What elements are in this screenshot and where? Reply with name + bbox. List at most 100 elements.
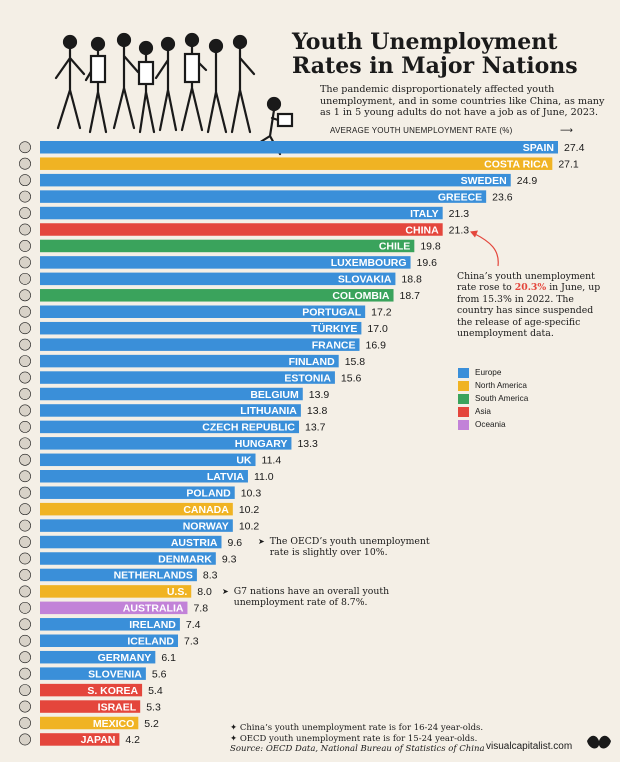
bar-poland [40,486,235,499]
bar-germany [40,650,156,664]
category-label-china: CHINA [405,224,439,236]
footnotes: ✦ China’s youth unemployment rate is for… [230,723,485,755]
bar-portugal [40,305,366,318]
value-label-japan: 4.2 [125,734,140,746]
category-label-colombia: COLOMBIA [332,290,390,302]
flag-icon-luxembourg [19,256,31,269]
category-label-france: FRANCE [312,339,356,351]
footnote-oecd-text: OECD youth unemployment rate is for 15-2… [239,733,478,744]
bar-colombia [40,289,394,302]
value-label-norway: 10.2 [239,520,260,532]
legend-swatch-north-america [458,380,469,391]
brand-url[interactable]: visualcapitalist.com [486,741,573,752]
value-label-hungary: 13.3 [297,438,318,450]
source-line: Source: OECD Data, National Bureau of St… [230,744,485,755]
flag-icon-canada [19,503,31,516]
category-label-denmark: DENMARK [158,553,212,565]
category-label-sweden: SWEDEN [461,175,507,187]
legend-item-europe: Europe [458,366,528,379]
value-label-czech-republic: 13.7 [305,422,326,434]
value-label-estonia: 15.6 [341,372,362,384]
arrow-icon: ➤ [258,537,265,546]
legend-label-oceania: Oceania [475,420,506,429]
flag-icon-israel [19,700,31,713]
flag-icon-hungary [19,437,31,450]
china-note-post: in June, up from 15.3% in 2022. The coun… [457,282,601,340]
footnote-china: ✦ China’s youth unemployment rate is for… [230,723,484,733]
bar-uk [40,453,256,467]
legend-label-asia: Asia [475,407,491,416]
flag-icon-uk [19,453,31,466]
category-label-lithuania: LITHUANIA [240,405,297,417]
value-label-sweden: 24.9 [517,175,538,187]
value-label-finland: 15.8 [345,356,366,368]
value-label-spain: 27.4 [564,142,585,154]
bar-latvia [40,470,248,483]
value-label-mexico: 5.2 [144,718,159,730]
flag-icon-chile [19,240,31,252]
china-pointer-arrowhead [470,230,478,238]
legend-swatch-south-america [458,393,469,404]
bar-norway [40,519,233,532]
category-label-belgium: BELGIUM [250,389,299,401]
flag-icon-czech-republic [19,420,31,433]
flag-icon-sweden [19,174,31,187]
bar-mexico [40,716,139,730]
china-pointer-arrow [473,232,499,267]
value-label-u-s: 8.0 [197,586,212,598]
value-label-luxembourg: 19.6 [417,257,438,269]
flag-icon-italy [19,207,31,219]
value-label-s-korea: 5.4 [148,685,163,697]
bar-estonia [40,371,335,384]
value-label-poland: 10.3 [241,487,262,499]
bar-china [40,223,443,236]
category-label-uk: UK [236,455,252,467]
bar-italy [40,206,443,220]
chart-subtitle: The pandemic disproportionately affected… [320,84,605,118]
bar-denmark [40,552,216,565]
category-label-greece: GREECE [438,191,482,203]
bar-slovakia [40,272,396,286]
category-label-canada: CANADA [183,504,229,516]
legend-swatch-oceania [458,419,469,430]
value-label-germany: 6.1 [161,652,176,664]
flag-icon-costa-rica [19,157,31,170]
flag-icon-norway [19,519,31,532]
category-label-iceland: ICELAND [127,636,174,648]
china-note-pre: China’s youth unemployment rate rose to [457,271,595,294]
value-label-canada: 10.2 [239,504,260,516]
flag-icon-poland [19,486,31,499]
flag-icon-portugal [19,305,31,318]
visual-capitalist-logo-icon [587,735,611,749]
value-label-australia: 7.8 [193,603,208,615]
value-label-t-rkiye: 17.0 [367,323,388,335]
value-label-denmark: 9.3 [222,553,237,565]
flag-icon-lithuania [19,404,31,417]
flag-icon-finland [19,355,31,367]
oecd-annotation: ➤ The OECD’s youth unemployment rate is … [258,536,438,559]
category-label-austria: AUSTRIA [171,537,218,549]
g7-annotation: ➤ G7 nations have an overall youth unemp… [222,586,422,609]
category-label-czech-republic: CZECH REPUBLIC [202,422,295,434]
category-label-germany: GERMANY [98,652,152,664]
legend-label-europe: Europe [475,368,502,377]
bar-hungary [40,437,292,450]
flag-icon-australia [19,601,31,614]
category-label-u-s: U.S. [167,586,188,598]
value-label-latvia: 11.0 [254,471,274,483]
value-label-netherlands: 8.3 [203,570,218,582]
flag-icon-china [19,223,31,236]
value-label-china: 21.3 [449,224,470,236]
category-label-poland: POLAND [186,487,231,499]
category-label-costa-rica: COSTA RICA [484,158,549,170]
legend-label-south-america: South America [475,394,529,403]
flag-icon-latvia [19,470,31,483]
bar-netherlands [40,568,197,582]
china-note-highlight: 20.3% [514,282,547,294]
bar-israel [40,700,141,713]
bar-ireland [40,618,180,631]
flag-icon-colombia [19,289,31,302]
flag-icon-austria [19,536,31,548]
bar-s-korea [40,683,143,697]
flag-icon-s-korea [19,684,31,696]
